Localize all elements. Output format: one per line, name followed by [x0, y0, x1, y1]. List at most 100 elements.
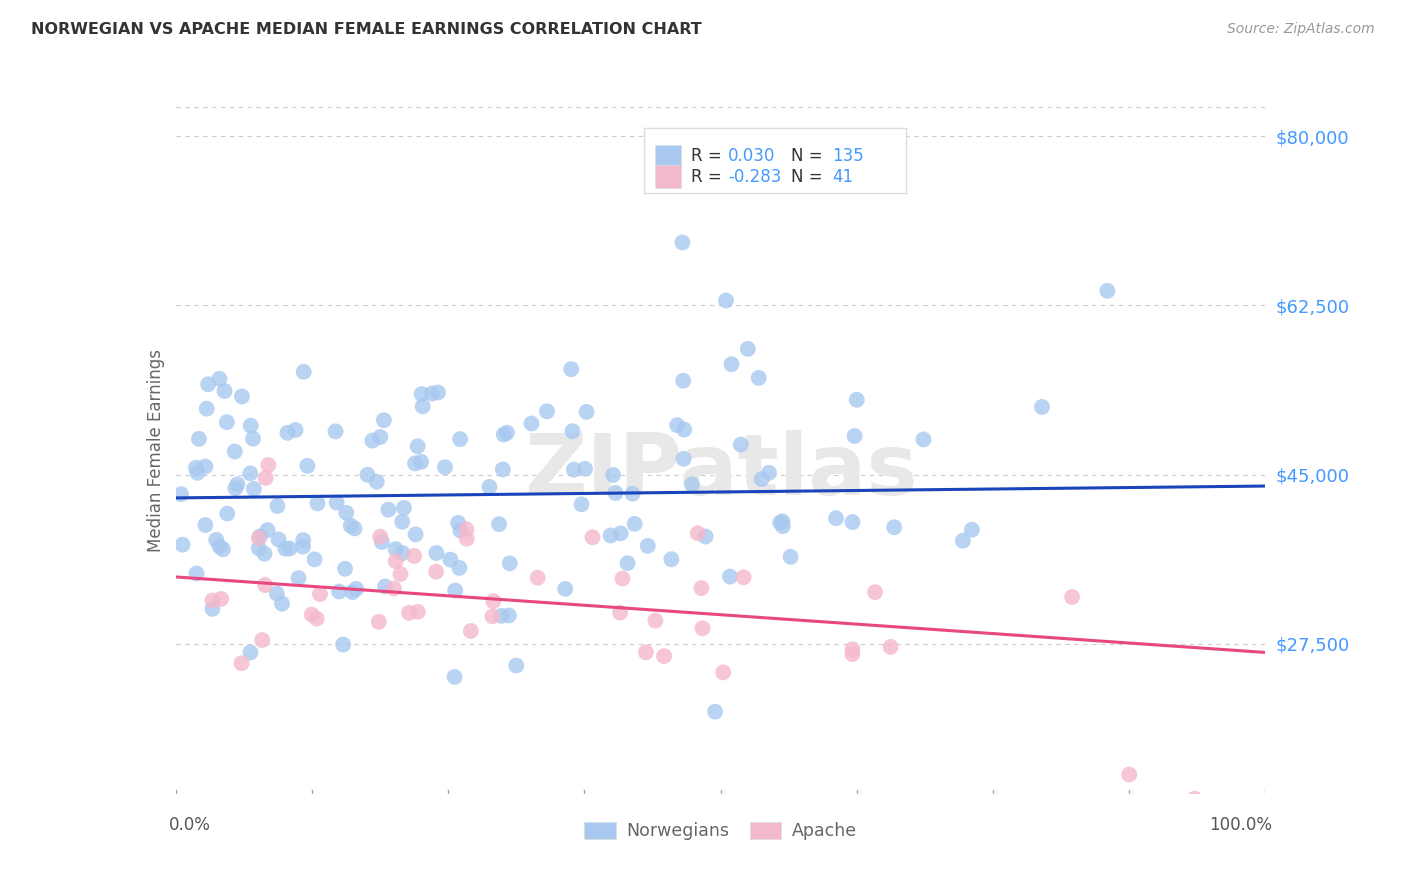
Norwegians	[498, 608, 520, 623]
Norwegians	[536, 404, 558, 418]
Text: NORWEGIAN VS APACHE MEDIAN FEMALE EARNINGS CORRELATION CHART: NORWEGIAN VS APACHE MEDIAN FEMALE EARNIN…	[31, 22, 702, 37]
Norwegians	[224, 481, 246, 495]
Apache	[1060, 590, 1083, 604]
Norwegians	[1031, 400, 1053, 414]
Norwegians	[560, 362, 582, 376]
Apache	[1184, 791, 1206, 805]
Norwegians	[1097, 284, 1119, 298]
Apache	[456, 532, 478, 546]
Norwegians	[194, 459, 217, 474]
Norwegians	[374, 579, 396, 593]
Text: 135: 135	[832, 147, 865, 165]
Apache	[257, 458, 280, 472]
Norwegians	[491, 608, 513, 623]
Norwegians	[276, 425, 298, 440]
Norwegians	[249, 529, 271, 543]
Apache	[309, 587, 332, 601]
Norwegians	[666, 418, 689, 433]
Norwegians	[449, 561, 471, 575]
Norwegians	[339, 518, 361, 533]
Norwegians	[952, 533, 974, 548]
Norwegians	[425, 546, 447, 560]
Apache	[841, 642, 863, 657]
Norwegians	[325, 425, 347, 439]
Norwegians	[772, 515, 794, 529]
Text: 41: 41	[832, 168, 853, 186]
Text: R =: R =	[692, 147, 727, 165]
Norwegians	[274, 541, 297, 556]
Norwegians	[404, 456, 426, 470]
Norwegians	[449, 432, 471, 446]
Text: ZIPatlas: ZIPatlas	[523, 430, 918, 513]
Norwegians	[194, 518, 217, 533]
Apache	[581, 530, 603, 544]
Norwegians	[197, 377, 219, 392]
Text: -0.283: -0.283	[728, 168, 782, 186]
Norwegians	[208, 540, 231, 554]
Apache	[250, 633, 273, 648]
Norwegians	[371, 535, 394, 549]
Norwegians	[214, 384, 236, 398]
Apache	[456, 522, 478, 536]
Bar	[655, 145, 681, 168]
Apache	[841, 647, 863, 661]
Norwegians	[492, 462, 515, 476]
Norwegians	[704, 705, 727, 719]
Norwegians	[253, 547, 276, 561]
Norwegians	[335, 506, 357, 520]
Norwegians	[391, 546, 413, 560]
Norwegians	[671, 235, 693, 250]
Apache	[367, 615, 389, 629]
Apache	[481, 609, 503, 624]
Norwegians	[672, 451, 695, 466]
Text: 100.0%: 100.0%	[1209, 816, 1272, 834]
Norwegians	[841, 515, 863, 529]
Norwegians	[912, 433, 935, 447]
Norwegians	[411, 455, 433, 469]
Norwegians	[224, 444, 246, 458]
Apache	[368, 530, 391, 544]
Text: R =: R =	[692, 168, 727, 186]
Apache	[254, 471, 277, 485]
Norwegians	[769, 516, 792, 530]
Norwegians	[242, 432, 264, 446]
Norwegians	[373, 413, 395, 427]
Norwegians	[609, 526, 631, 541]
Norwegians	[332, 638, 354, 652]
Norwegians	[426, 385, 449, 400]
Norwegians	[621, 487, 644, 501]
Norwegians	[328, 584, 350, 599]
Apache	[382, 582, 405, 596]
Norwegians	[217, 507, 239, 521]
Norwegians	[325, 495, 347, 509]
Norwegians	[420, 386, 443, 401]
Norwegians	[377, 502, 399, 516]
Norwegians	[195, 401, 218, 416]
Apache	[733, 570, 755, 584]
Norwegians	[520, 417, 543, 431]
Norwegians	[172, 538, 194, 552]
Norwegians	[447, 516, 470, 530]
Norwegians	[384, 542, 406, 557]
Norwegians	[623, 516, 645, 531]
Y-axis label: Median Female Earnings: Median Female Earnings	[146, 349, 165, 552]
Apache	[460, 624, 482, 638]
Norwegians	[304, 552, 326, 566]
Norwegians	[845, 392, 868, 407]
Apache	[690, 581, 713, 595]
Norwegians	[772, 519, 794, 533]
Norwegians	[825, 511, 848, 525]
Norwegians	[492, 427, 515, 442]
Norwegians	[271, 597, 294, 611]
Norwegians	[215, 415, 238, 429]
Norwegians	[247, 541, 270, 556]
Apache	[644, 614, 666, 628]
Norwegians	[307, 496, 329, 510]
Norwegians	[411, 387, 433, 401]
Norwegians	[184, 460, 207, 475]
Norwegians	[368, 430, 391, 444]
Apache	[1118, 767, 1140, 781]
Norwegians	[496, 425, 519, 440]
Norwegians	[344, 582, 367, 596]
Apache	[406, 605, 429, 619]
